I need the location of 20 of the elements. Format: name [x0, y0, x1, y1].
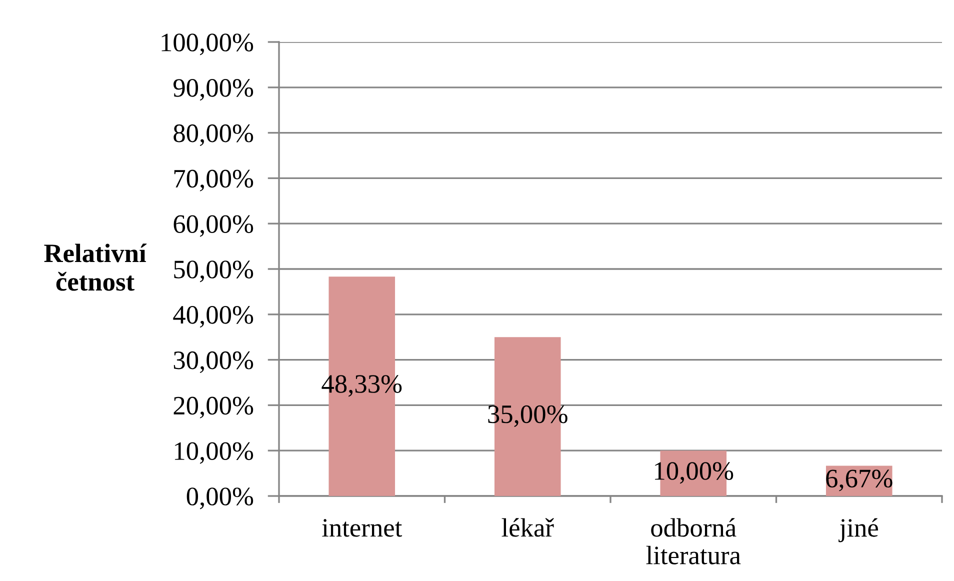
data-label: 10,00%	[655, 462, 734, 484]
x-tick-label: lékař	[502, 518, 554, 537]
y-tick-label: 60,00%	[174, 215, 254, 237]
x-tick-label: jiné	[838, 518, 878, 542]
y-tick-label: 70,00%	[174, 170, 254, 192]
y-tick-label: 80,00%	[174, 124, 254, 146]
y-tick-label: 20,00%	[174, 396, 254, 418]
y-tick-label: 0,00%	[186, 488, 254, 510]
x-tick-label: odborná literatura	[646, 518, 741, 564]
data-label: 48,33%	[322, 375, 402, 397]
y-tick-label: 30,00%	[174, 351, 254, 374]
y-tick-label: 90,00%	[173, 79, 254, 101]
y-tick-label: 10,00%	[174, 442, 254, 464]
data-label: 35,00%	[488, 405, 568, 427]
x-tick-label: internet	[322, 519, 402, 537]
y-axis-title: Relativní četnost	[44, 244, 147, 291]
y-tick-label: 40,00%	[173, 306, 254, 328]
y-tick-label: 100,00%	[162, 34, 254, 56]
data-label: 6,67%	[826, 470, 892, 492]
y-tick-label: 50,00%	[174, 260, 254, 282]
